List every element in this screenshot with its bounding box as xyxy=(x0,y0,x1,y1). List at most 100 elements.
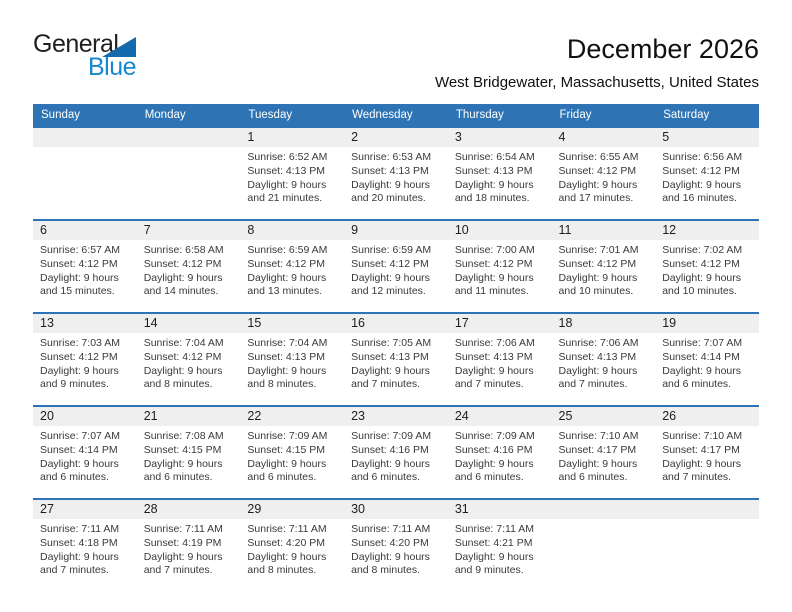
day-number-band xyxy=(551,500,656,519)
detail-line: and 9 minutes. xyxy=(40,378,109,391)
detail-line: Daylight: 9 hours xyxy=(351,550,430,563)
day-details: Sunrise: 7:07 AM Sunset: 4:14 PM Daylight:… xyxy=(33,426,137,485)
detail-line: Sunset: 4:20 PM xyxy=(247,536,326,549)
detail-line: Daylight: 9 hours xyxy=(247,457,327,470)
detail-line: Sunset: 4:14 PM xyxy=(40,443,118,456)
day-number-band: 24 xyxy=(447,407,552,426)
detail-line: Daylight: 9 hours xyxy=(40,550,119,563)
detail-line: Sunrise: 7:10 AM xyxy=(558,430,639,442)
detail-line: Daylight: 9 hours xyxy=(143,271,223,284)
empty-day-cell xyxy=(551,499,656,591)
month-title: December 2026 xyxy=(566,34,759,64)
day-details: Sunrise: 7:11 AM Sunset: 4:21 PM Daylight:… xyxy=(448,519,552,578)
day-details: Sunrise: 6:54 AM Sunset: 4:13 PM Daylight:… xyxy=(448,147,552,206)
day-number-band: 3 xyxy=(447,128,552,147)
detail-line: and 6 minutes. xyxy=(662,378,732,391)
empty-day-cell xyxy=(33,127,137,220)
detail-line: Sunrise: 6:52 AM xyxy=(247,151,328,163)
day-details: Sunrise: 7:11 AM Sunset: 4:19 PM Daylight:… xyxy=(137,519,241,578)
day-details: Sunrise: 6:58 AM Sunset: 4:12 PM Daylight:… xyxy=(137,240,241,299)
day-details: Sunrise: 6:59 AM Sunset: 4:12 PM Daylight:… xyxy=(240,240,344,299)
weekday-header-friday: Friday xyxy=(551,104,656,127)
day-cell: 7 Sunrise: 6:58 AM Sunset: 4:12 PM Daylight… xyxy=(136,220,241,313)
detail-line: Daylight: 9 hours xyxy=(558,457,638,470)
detail-line: Daylight: 9 hours xyxy=(558,271,638,284)
detail-line: Sunrise: 7:09 AM xyxy=(247,430,328,442)
detail-line: Daylight: 9 hours xyxy=(662,364,742,377)
day-details: Sunrise: 7:09 AM Sunset: 4:15 PM Daylight:… xyxy=(240,426,344,485)
day-details: Sunrise: 7:10 AM Sunset: 4:17 PM Daylight:… xyxy=(552,426,656,485)
day-cell: 16 Sunrise: 7:05 AM Sunset: 4:13 PM Dayligh… xyxy=(344,313,448,406)
day-number-band: 29 xyxy=(240,500,345,519)
detail-line: Sunset: 4:15 PM xyxy=(247,443,326,456)
detail-line: Sunset: 4:12 PM xyxy=(662,257,740,270)
weekday-header-sunday: Sunday xyxy=(33,104,137,127)
detail-line: Sunset: 4:16 PM xyxy=(454,443,533,456)
day-number-band: 26 xyxy=(655,407,759,426)
detail-line: Sunset: 4:19 PM xyxy=(143,536,222,549)
detail-line: Sunset: 4:13 PM xyxy=(351,164,429,177)
detail-line: and 14 minutes. xyxy=(143,285,219,298)
day-details: Sunrise: 7:11 AM Sunset: 4:20 PM Daylight:… xyxy=(344,519,448,578)
detail-line: Daylight: 9 hours xyxy=(454,271,534,284)
day-details: Sunrise: 6:55 AM Sunset: 4:12 PM Daylight:… xyxy=(552,147,656,206)
day-number-band: 13 xyxy=(33,314,137,333)
day-details: Sunrise: 6:53 AM Sunset: 4:13 PM Daylight:… xyxy=(344,147,448,206)
day-number-band xyxy=(33,128,137,147)
detail-line: Sunrise: 7:11 AM xyxy=(454,523,534,535)
detail-line: Sunrise: 6:58 AM xyxy=(143,244,224,256)
day-details: Sunrise: 7:11 AM Sunset: 4:20 PM Daylight:… xyxy=(240,519,344,578)
day-number-band: 12 xyxy=(655,221,759,240)
day-number-band: 17 xyxy=(447,314,552,333)
detail-line: Sunset: 4:12 PM xyxy=(247,257,326,270)
detail-line: Sunrise: 7:11 AM xyxy=(351,523,431,535)
detail-line: and 21 minutes. xyxy=(247,192,323,205)
detail-line: Daylight: 9 hours xyxy=(558,178,638,191)
detail-line: Sunset: 4:12 PM xyxy=(454,257,533,270)
detail-line: Sunset: 4:18 PM xyxy=(40,536,118,549)
week-row: 6 Sunrise: 6:57 AM Sunset: 4:12 PM Daylight… xyxy=(33,220,759,313)
detail-line: Sunset: 4:21 PM xyxy=(454,536,533,549)
detail-line: Daylight: 9 hours xyxy=(40,457,119,470)
detail-line: and 13 minutes. xyxy=(247,285,323,298)
detail-line: Sunset: 4:13 PM xyxy=(454,350,533,363)
day-number-band: 28 xyxy=(136,500,241,519)
detail-line: Daylight: 9 hours xyxy=(454,550,534,563)
detail-line: Sunrise: 7:11 AM xyxy=(247,523,327,535)
detail-line: and 9 minutes. xyxy=(454,564,524,577)
weekday-header-thursday: Thursday xyxy=(447,104,552,127)
detail-line: and 6 minutes. xyxy=(40,471,109,484)
detail-line: Sunset: 4:20 PM xyxy=(351,536,429,549)
detail-line: Sunrise: 6:55 AM xyxy=(558,151,639,163)
detail-line: Sunrise: 7:00 AM xyxy=(454,244,535,256)
detail-line: and 6 minutes. xyxy=(454,471,524,484)
detail-line: and 7 minutes. xyxy=(40,564,109,577)
detail-line: Sunrise: 6:56 AM xyxy=(662,151,743,163)
detail-line: Sunset: 4:12 PM xyxy=(558,257,637,270)
day-number-band: 14 xyxy=(136,314,241,333)
detail-line: Daylight: 9 hours xyxy=(40,271,119,284)
day-number-band: 21 xyxy=(136,407,241,426)
day-number-band: 1 xyxy=(240,128,345,147)
day-cell: 13 Sunrise: 7:03 AM Sunset: 4:12 PM Dayligh… xyxy=(33,313,137,406)
day-details: Sunrise: 7:04 AM Sunset: 4:13 PM Daylight:… xyxy=(240,333,344,392)
detail-line: Sunset: 4:17 PM xyxy=(662,443,740,456)
day-cell: 14 Sunrise: 7:04 AM Sunset: 4:12 PM Dayligh… xyxy=(136,313,241,406)
day-cell: 31 Sunrise: 7:11 AM Sunset: 4:21 PM Dayligh… xyxy=(447,499,552,591)
detail-line: Sunset: 4:12 PM xyxy=(40,350,118,363)
day-details: Sunrise: 7:02 AM Sunset: 4:12 PM Daylight:… xyxy=(655,240,759,299)
day-details: Sunrise: 6:59 AM Sunset: 4:12 PM Daylight:… xyxy=(344,240,448,299)
detail-line: Daylight: 9 hours xyxy=(143,550,223,563)
detail-line: Sunrise: 6:59 AM xyxy=(351,244,432,256)
detail-line: and 6 minutes. xyxy=(558,471,628,484)
week-row: 27 Sunrise: 7:11 AM Sunset: 4:18 PM Dayligh… xyxy=(33,499,759,591)
detail-line: Sunrise: 6:59 AM xyxy=(247,244,328,256)
detail-line: Daylight: 9 hours xyxy=(558,364,638,377)
detail-line: and 10 minutes. xyxy=(558,285,634,298)
day-details: Sunrise: 7:00 AM Sunset: 4:12 PM Daylight:… xyxy=(448,240,552,299)
detail-line: Daylight: 9 hours xyxy=(351,271,430,284)
day-number-band: 23 xyxy=(344,407,448,426)
day-cell: 9 Sunrise: 6:59 AM Sunset: 4:12 PM Daylight… xyxy=(344,220,448,313)
detail-line: Sunrise: 7:09 AM xyxy=(454,430,535,442)
detail-line: and 18 minutes. xyxy=(454,192,530,205)
